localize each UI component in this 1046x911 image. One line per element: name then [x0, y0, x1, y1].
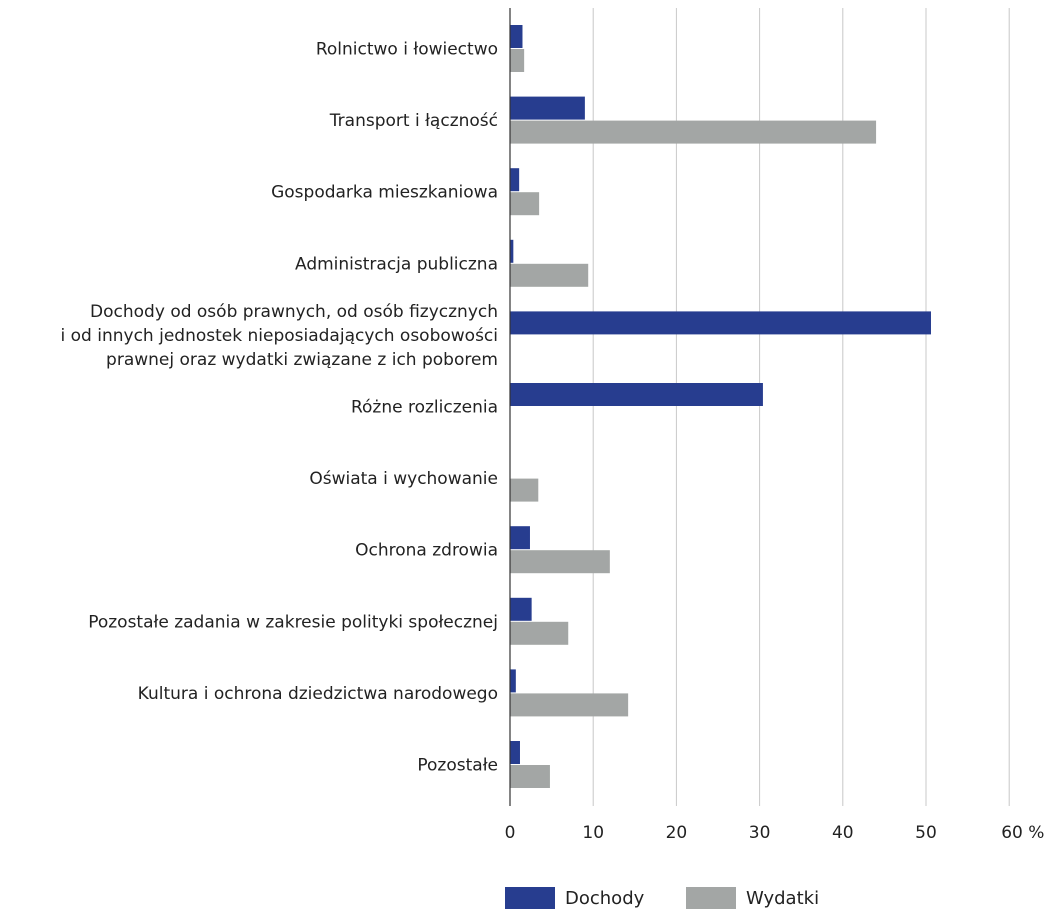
x-tick-label: 30 — [749, 823, 771, 843]
category-label: Rolnictwo i łowiectwo — [316, 40, 498, 60]
legend-label-wydatki: Wydatki — [746, 888, 819, 909]
bar-dochody — [510, 239, 514, 263]
category-label: i od innych jednostek nieposiadających o… — [61, 326, 498, 346]
bar-dochody — [510, 168, 520, 192]
category-label: Pozostałe — [417, 756, 498, 776]
x-tick-label: 10 — [582, 823, 604, 843]
legend: Dochody Wydatki — [505, 887, 819, 909]
bar-dochody — [510, 669, 516, 693]
bar-wydatki — [510, 765, 550, 788]
bars — [510, 25, 931, 788]
category-label: Transport i łączność — [329, 111, 498, 131]
category-label: Różne rozliczenia — [351, 398, 498, 418]
category-label: prawnej oraz wydatki związane z ich pobo… — [106, 350, 498, 370]
bar-wydatki — [510, 478, 539, 502]
legend-label-dochody: Dochody — [565, 888, 645, 909]
x-tick-labels: 0 10 20 30 40 50 60 % — [505, 823, 1045, 843]
bar-wydatki — [510, 263, 589, 287]
bar-dochody — [510, 311, 931, 335]
bar-wydatki — [510, 49, 525, 72]
category-label: Dochody od osób prawnych, od osób fizycz… — [90, 302, 498, 322]
bar-dochody — [510, 741, 520, 764]
x-tick-label: 20 — [666, 823, 688, 843]
category-label: Kultura i ochrona dziedzictwa narodowego — [138, 684, 498, 704]
category-labels: Rolnictwo i łowiectwo Transport i łącznoś… — [61, 40, 498, 776]
x-tick-label: 50 — [915, 823, 937, 843]
category-label: Pozostałe zadania w zakresie polityki sp… — [88, 612, 498, 632]
bar-dochody — [510, 383, 763, 406]
bar-dochody — [510, 25, 523, 48]
bar-wydatki — [510, 120, 877, 144]
category-label: Ochrona zdrowia — [355, 541, 498, 561]
legend-swatch-dochody — [505, 887, 555, 909]
bar-dochody — [510, 96, 585, 120]
bar-dochody — [510, 597, 532, 621]
category-label: Oświata i wychowanie — [309, 469, 498, 489]
legend-swatch-wydatki — [686, 887, 736, 909]
bar-wydatki — [510, 621, 569, 645]
category-label: Administracja publiczna — [295, 254, 498, 274]
x-tick-label: 0 — [505, 823, 516, 843]
bar-wydatki — [510, 192, 540, 216]
bar-dochody — [510, 526, 530, 550]
x-tick-label: 40 — [832, 823, 854, 843]
bar-wydatki — [510, 693, 629, 717]
category-label: Gospodarka mieszkaniowa — [271, 183, 498, 203]
x-tick-label: 60 % — [1001, 823, 1044, 843]
bar-wydatki — [510, 550, 610, 574]
